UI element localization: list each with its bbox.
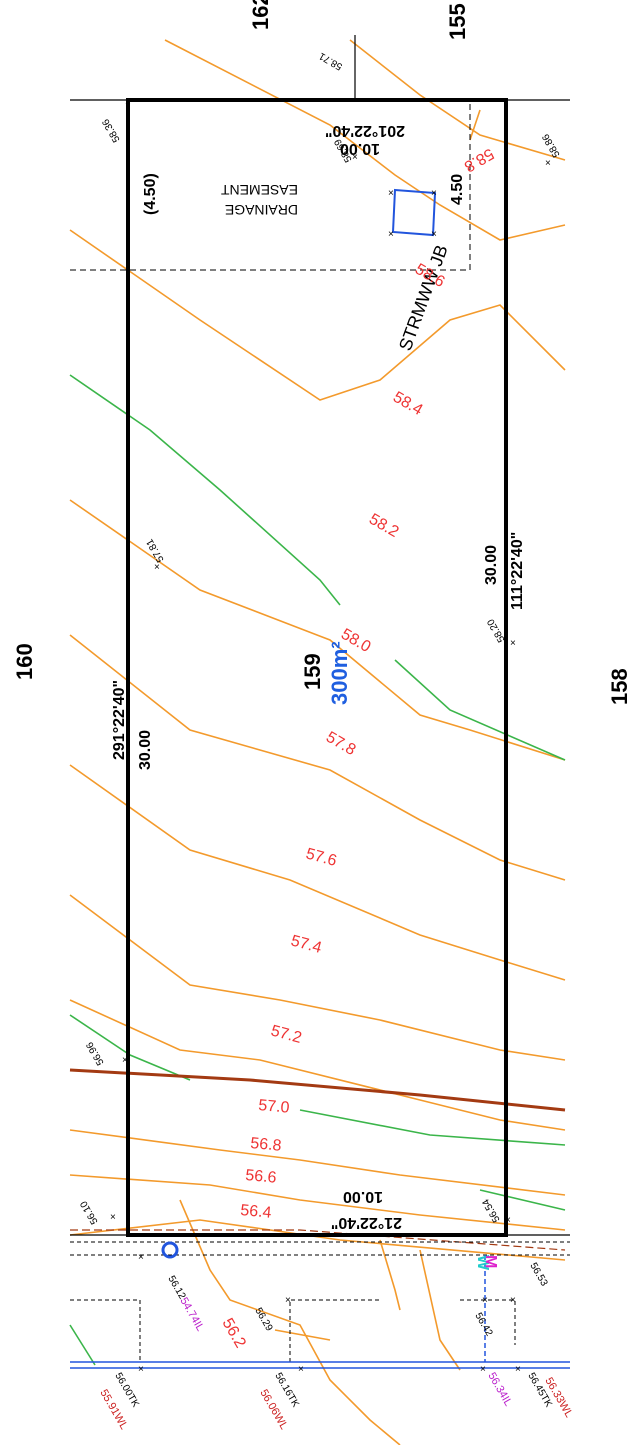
boundary-extensions: [70, 35, 570, 1236]
easement-label-line2: EASEMENT: [221, 182, 298, 198]
invert-level: 56.34IL: [485, 1371, 514, 1409]
svg-text:×: ×: [138, 1364, 144, 1375]
contour-lines: [69, 39, 566, 1445]
svg-text:×: ×: [352, 152, 358, 163]
contour-label: 57.6: [304, 845, 339, 870]
lot-number-east: 158: [607, 668, 629, 705]
contour-line: [69, 764, 566, 981]
junction-box: [391, 188, 437, 237]
svg-text:×: ×: [122, 1055, 128, 1066]
contour-line: [69, 1219, 566, 1261]
contour-line: [479, 1189, 566, 1211]
svg-text:×: ×: [431, 188, 437, 199]
svg-text:×: ×: [388, 188, 394, 199]
contour-line: [274, 1329, 331, 1341]
contour-line: [69, 1324, 96, 1366]
invert-level: 54.74IL: [177, 1296, 206, 1334]
svg-text:×: ×: [154, 562, 160, 573]
contour-line: [394, 659, 566, 761]
south-length: 10.00: [343, 1188, 383, 1205]
spot-level: 56.53: [527, 1261, 549, 1289]
contour-label: 58.8: [461, 145, 497, 175]
svg-text:W: W: [474, 1255, 491, 1271]
svg-text:×: ×: [125, 97, 131, 108]
contour-line: [349, 39, 566, 161]
service-lines-blue: [70, 1255, 570, 1369]
junction-box-label: STRMWW JB: [395, 242, 452, 353]
lot-number-west: 160: [12, 643, 37, 680]
contour-line: [69, 229, 566, 401]
contour-line: [379, 1239, 401, 1311]
spot-level: 58.71: [317, 50, 345, 72]
contour-label: 57.8: [323, 729, 359, 759]
spot-level: 58.86: [540, 131, 562, 159]
contour-line: [419, 1249, 461, 1371]
lot-number-subject: 159: [300, 653, 325, 690]
svg-text:M: M: [482, 1255, 499, 1268]
contour-line: [299, 1109, 566, 1146]
contour-line: [164, 39, 566, 241]
contour-label: 56.8: [250, 1135, 283, 1155]
spot-level: 57.81: [144, 536, 166, 564]
easement-label-line1: DRAINAGE: [225, 202, 298, 218]
spot-level: 56.96: [84, 1039, 106, 1067]
easement-width-left: (4.50): [142, 173, 159, 215]
contour-line: [69, 374, 341, 606]
svg-text:×: ×: [510, 1295, 516, 1306]
contour-label: 58.4: [390, 389, 426, 419]
contour-line: [69, 634, 566, 881]
west-bearing: 291°22'40": [111, 680, 128, 760]
lot-number-north-east: 155: [445, 3, 470, 40]
contour-line: [69, 1174, 566, 1231]
svg-text:×: ×: [138, 1252, 144, 1263]
lot-area: 300m²: [327, 641, 352, 705]
contour-label: 56.6: [245, 1167, 278, 1187]
contour-label: 57.2: [269, 1022, 304, 1047]
svg-text:×: ×: [510, 638, 516, 649]
svg-text:×: ×: [482, 1295, 488, 1306]
contour-label: 57.4: [289, 932, 324, 957]
south-bearing: 21°22'40": [331, 1214, 402, 1231]
contour-line: [69, 1129, 566, 1196]
contour-label: 58.2: [366, 511, 402, 541]
contour-line: [69, 999, 566, 1131]
lot-boundary: [126, 98, 508, 1237]
spot-markers: × × × × × × × × × × × × × × × × × × × ×: [110, 97, 551, 1375]
spot-level: 56.54: [480, 1196, 502, 1224]
east-bearing: 111°22'40": [509, 532, 526, 610]
service-pit-marker: [161, 1241, 179, 1259]
svg-text:×: ×: [110, 1212, 116, 1223]
easement-outline: [70, 100, 471, 271]
svg-text:×: ×: [431, 229, 437, 240]
svg-text:×: ×: [515, 1364, 521, 1375]
lot-number-north: 162: [248, 0, 273, 30]
contour-line: [179, 1199, 401, 1445]
easement-width-right: 4.50: [449, 174, 466, 205]
spot-level: 56.42: [472, 1311, 494, 1339]
svg-text:×: ×: [480, 1364, 486, 1375]
spot-level: 56.10: [78, 1198, 100, 1226]
svg-text:×: ×: [388, 229, 394, 240]
svg-text:×: ×: [285, 1295, 291, 1306]
contour-label: 56.2: [219, 1316, 249, 1352]
west-length: 30.00: [137, 730, 154, 770]
svg-text:×: ×: [545, 158, 551, 169]
contour-line: [69, 894, 566, 1061]
brown-line: [69, 1068, 566, 1251]
contour-line: [69, 499, 566, 761]
svg-text:×: ×: [505, 1215, 511, 1226]
svg-text:×: ×: [298, 1364, 304, 1375]
contour-line: [469, 109, 481, 141]
contour-label: 56.4: [240, 1202, 273, 1222]
north-length: 10.00: [340, 140, 380, 157]
green-contours: [69, 374, 566, 1366]
water-meter-icon: W M: [474, 1255, 499, 1271]
service-lines-black: [70, 1241, 570, 1362]
contour-label: 57.0: [258, 1097, 291, 1117]
spot-level: 56.29: [252, 1306, 274, 1334]
north-bearing: 201°22'40": [325, 122, 405, 139]
spot-level: 58.36: [100, 116, 122, 144]
east-length: 30.00: [483, 545, 500, 585]
